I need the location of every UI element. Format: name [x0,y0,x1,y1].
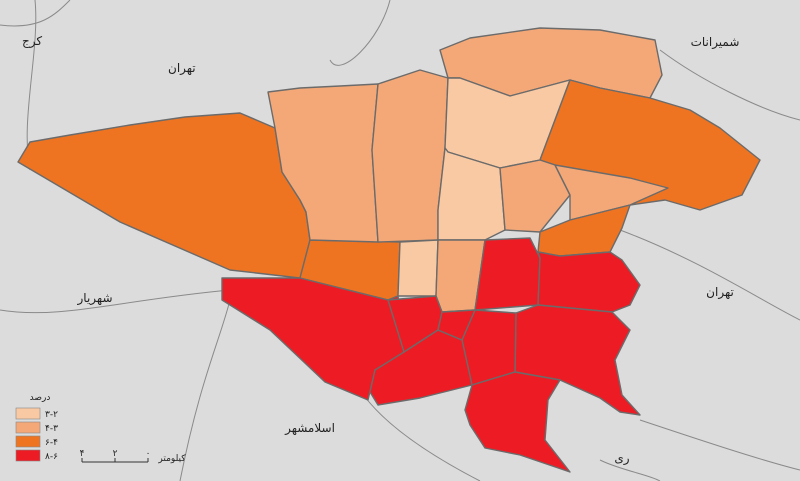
legend-title: درصد [30,393,51,403]
label-eslamshahr: اسلامشهر [284,421,335,436]
scale-tick-0: ۰ [146,449,151,459]
city-labels: کرج تهران شمیرانات شهریار تهران اسلامشهر… [22,34,739,466]
district-22[interactable] [17,112,311,279]
legend: درصد ۳-۲ ۴-۳ ۶-۴ ۸-۶ [15,393,58,462]
label-tehran-nw: تهران [168,61,196,76]
district-20[interactable] [464,371,571,473]
label-karaj: کرج [22,34,42,49]
label-shahriar: شهریار [77,291,113,306]
legend-swatch-4 [15,449,41,462]
legend-label-1: ۳-۲ [45,410,58,420]
scale-unit: کیلومتر [157,454,186,464]
district-2[interactable] [371,69,449,243]
legend-swatch-1 [15,407,41,420]
district-6[interactable] [437,147,506,241]
legend-label-4: ۸-۶ [45,452,58,462]
legend-label-3: ۶-۴ [45,438,58,448]
label-tehran-e: تهران [706,285,734,300]
scale-tick-2: ۲ [113,449,118,459]
label-rey: ری [614,451,629,466]
scale-tick-4: ۴ [80,449,85,459]
legend-swatch-3 [15,435,41,448]
label-shemiranat: شمیرانات [691,35,740,50]
legend-swatch-2 [15,421,41,434]
legend-label-2: ۴-۳ [45,424,58,434]
district-10[interactable] [397,239,439,297]
district-14[interactable] [537,251,641,313]
district-9[interactable] [437,309,476,341]
tehran-districts [17,27,761,473]
scale-bar: ۴ ۲ ۰ کیلومتر [80,449,187,464]
district-12[interactable] [474,237,541,311]
